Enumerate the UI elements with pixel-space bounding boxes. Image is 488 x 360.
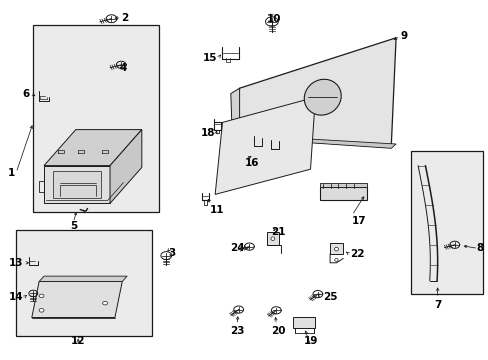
Text: 8: 8 <box>476 243 483 253</box>
Text: 21: 21 <box>271 227 285 237</box>
Text: 23: 23 <box>229 326 244 336</box>
Text: 5: 5 <box>70 221 77 231</box>
Ellipse shape <box>334 247 338 251</box>
Text: 7: 7 <box>433 300 441 310</box>
Text: 20: 20 <box>271 326 285 336</box>
Ellipse shape <box>102 301 107 305</box>
Polygon shape <box>53 171 101 198</box>
Text: 24: 24 <box>229 243 244 253</box>
Text: 22: 22 <box>349 249 364 259</box>
Polygon shape <box>320 183 366 187</box>
Bar <box>16 230 151 336</box>
Text: 18: 18 <box>200 128 215 138</box>
Polygon shape <box>44 130 142 166</box>
Text: 15: 15 <box>203 53 217 63</box>
Ellipse shape <box>39 309 44 312</box>
Polygon shape <box>329 243 343 254</box>
Ellipse shape <box>39 294 44 298</box>
Text: 11: 11 <box>210 205 224 215</box>
Ellipse shape <box>270 237 274 240</box>
Ellipse shape <box>334 258 338 261</box>
Text: 14: 14 <box>9 292 23 302</box>
Text: 12: 12 <box>71 336 85 346</box>
Text: 25: 25 <box>322 292 337 302</box>
Text: 19: 19 <box>303 336 317 346</box>
Polygon shape <box>39 276 127 282</box>
Text: 13: 13 <box>9 258 23 268</box>
Polygon shape <box>230 88 239 137</box>
Polygon shape <box>266 232 278 245</box>
Text: 4: 4 <box>120 63 127 73</box>
Polygon shape <box>44 166 110 203</box>
Text: 17: 17 <box>351 216 366 226</box>
Polygon shape <box>110 130 142 203</box>
Ellipse shape <box>304 79 341 115</box>
Text: 1: 1 <box>7 168 15 178</box>
Polygon shape <box>232 38 395 148</box>
Text: 16: 16 <box>244 158 259 168</box>
Text: 3: 3 <box>168 248 176 258</box>
Polygon shape <box>320 187 366 200</box>
Text: 2: 2 <box>121 13 128 23</box>
Text: 10: 10 <box>266 14 281 24</box>
Polygon shape <box>32 282 122 318</box>
Polygon shape <box>293 317 315 328</box>
Polygon shape <box>232 135 395 148</box>
Text: 9: 9 <box>400 31 407 41</box>
Polygon shape <box>215 97 315 194</box>
Text: 6: 6 <box>22 89 29 99</box>
Bar <box>33 25 159 212</box>
Bar <box>410 151 482 294</box>
